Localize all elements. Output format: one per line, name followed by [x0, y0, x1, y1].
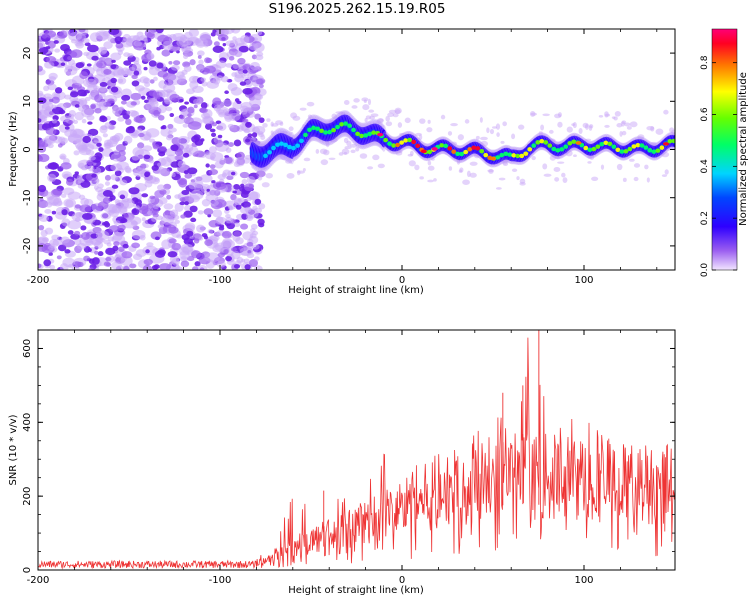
colorbar-tick-label: 0.2: [700, 211, 710, 225]
snr-x-tick-label: -100: [209, 575, 232, 586]
colorbar-tick-label: 0.0: [700, 263, 710, 278]
spectrogram-x-axis-label: Height of straight line (km): [288, 285, 424, 296]
spectrogram-y-tick-label: -10: [22, 190, 33, 206]
snr-line: [38, 337, 675, 570]
spectrogram-x-tick-label: 0: [399, 275, 405, 286]
snr-y-tick-label: 600: [22, 339, 33, 358]
spectrogram-y-tick-label: 10: [22, 95, 33, 108]
snr-y-tick-label: 200: [22, 487, 33, 506]
spectrogram-y-tick-label: -20: [22, 238, 33, 254]
colorbar-ticks: 0.0 0.2 0.4 0.6 0.8: [700, 55, 737, 277]
spectrogram-x-tick-label: -200: [27, 275, 50, 286]
colorbar-tick-label: 0.6: [700, 107, 710, 122]
snr-y-tick-label: 0: [22, 567, 33, 573]
spectrogram-x-tick-label: -100: [209, 275, 232, 286]
snr-series: [38, 330, 675, 570]
spectrogram-y-tick-label: 0: [22, 146, 33, 152]
snr-x-tick-label: 100: [574, 575, 593, 586]
snr-axes: -200 -100 0 100 0 200 400 600: [22, 329, 675, 586]
snr-plot-area: [38, 330, 675, 570]
figure-title: S196.2025.262.15.19.R05: [269, 1, 446, 17]
colorbar-tick-label: 0.8: [700, 55, 710, 70]
snr-y-tick-label: 400: [22, 413, 33, 432]
spectrogram-y-axis-label: Frequency (Hz): [8, 111, 19, 187]
colorbar-label: Normalized spectral amplitude: [738, 72, 749, 226]
snr-x-tick-label: -200: [27, 575, 50, 586]
spectrogram-heatmap: [38, 29, 675, 270]
snr-x-axis-label: Height of straight line (km): [288, 585, 424, 596]
spectrogram-x-tick-label: 100: [574, 275, 593, 286]
snr-y-axis-label: SNR (10 * v/v): [8, 414, 19, 485]
colorbar: [711, 28, 738, 271]
spectrogram-y-tick-label: 20: [22, 47, 33, 60]
snr-x-tick-label: 0: [399, 575, 405, 586]
snr-panel: -200 -100 0 100 0 200 400 600 Height of straigh…: [8, 329, 676, 596]
colorbar-tick-label: 0.4: [700, 159, 710, 174]
